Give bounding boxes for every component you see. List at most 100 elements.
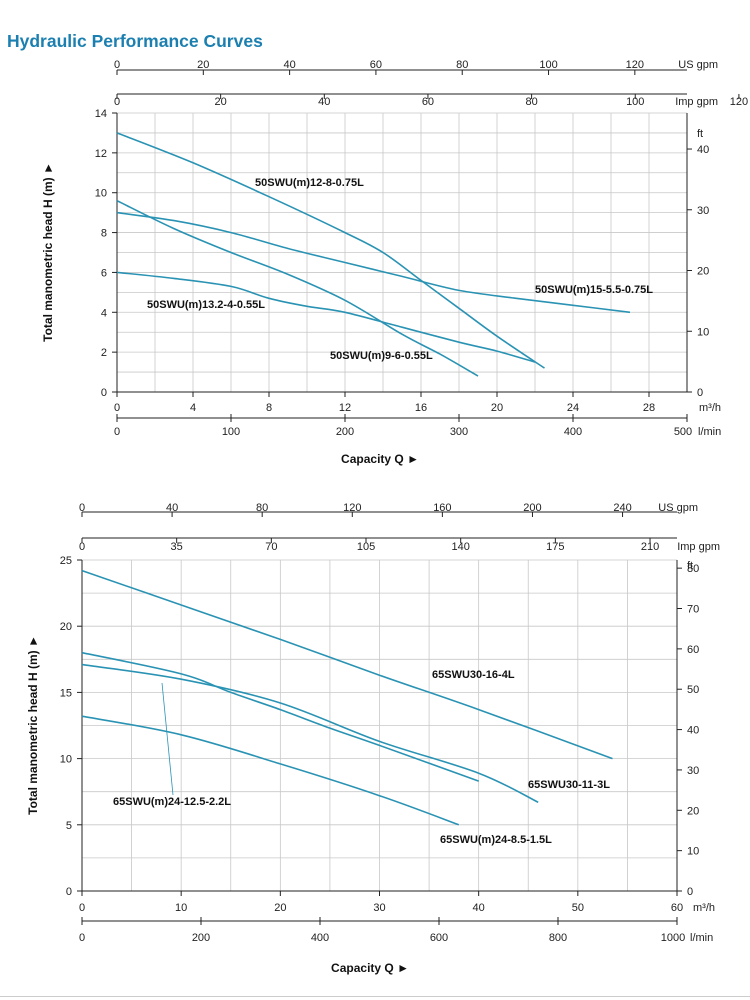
usgpm-tick-label: 240 (613, 502, 631, 514)
usgpm-tick-label: 200 (523, 502, 541, 514)
series-line-2 (116, 211, 631, 314)
usgpm-tick-label: 0 (114, 59, 120, 71)
ft-tick-label: 60 (687, 644, 699, 656)
impgpm-tick-label: 0 (114, 96, 120, 108)
ft-tick-label: 50 (687, 684, 699, 696)
series-line-1 (116, 132, 545, 369)
x-tick-label: 4 (190, 402, 196, 414)
ft-tick-label: 30 (697, 205, 709, 217)
ft-tick-label: 80 (687, 563, 699, 575)
impgpm-tick-label: 120 (730, 96, 748, 108)
impgpm-tick-label: 60 (422, 96, 434, 108)
ft-tick-label: 0 (697, 387, 703, 399)
usgpm-unit-label: US gpm (678, 59, 718, 71)
impgpm-tick-label: 210 (641, 541, 659, 553)
x-unit-label: m³/h (699, 402, 721, 414)
impgpm-tick-label: 40 (318, 96, 330, 108)
y-axis-title: Total manometric head H (m) ► (41, 162, 55, 342)
x-tick-label: 16 (415, 402, 427, 414)
x-tick-label: 50 (572, 902, 584, 914)
lmin-tick-label: 500 (674, 426, 692, 438)
x-unit-label: m³/h (693, 902, 715, 914)
series-label-4: 65SWU(m)24-8.5-1.5L (440, 834, 552, 846)
ft-unit-label: ft (697, 128, 703, 140)
impgpm-tick-label: 100 (626, 96, 644, 108)
ft-tick-label: 40 (687, 725, 699, 737)
usgpm-tick-label: 80 (256, 502, 268, 514)
lmin-tick-label: 1000 (661, 932, 685, 944)
divider (0, 996, 750, 997)
usgpm-tick-label: 160 (433, 502, 451, 514)
impgpm-unit-label: Imp gpm (675, 96, 718, 108)
usgpm-tick-label: 40 (283, 59, 295, 71)
x-tick-label: 0 (79, 902, 85, 914)
y-tick-label: 12 (95, 148, 107, 160)
lmin-tick-label: 400 (564, 426, 582, 438)
lmin-tick-label: 800 (549, 932, 567, 944)
usgpm-tick-label: 20 (197, 59, 209, 71)
series-line-1 (81, 569, 613, 760)
series-label-3: 65SWU(m)24-12.5-2.2L (113, 796, 231, 808)
y-tick-label: 14 (95, 108, 107, 120)
x-tick-label: 8 (266, 402, 272, 414)
y-tick-label: 0 (101, 387, 107, 399)
y-tick-label: 10 (95, 188, 107, 200)
y-tick-label: 20 (60, 621, 72, 633)
y-tick-label: 5 (66, 820, 72, 832)
usgpm-tick-label: 60 (370, 59, 382, 71)
series-label-1: 65SWU30-16-4L (432, 669, 515, 681)
x-tick-label: 40 (473, 902, 485, 914)
x-axis-title: Capacity Q ► (341, 452, 419, 466)
ft-tick-label: 30 (687, 765, 699, 777)
lmin-tick-label: 200 (192, 932, 210, 944)
usgpm-unit-label: US gpm (658, 502, 698, 514)
x-tick-label: 20 (274, 902, 286, 914)
impgpm-tick-label: 20 (215, 96, 227, 108)
series-label-1: 50SWU(m)12-8-0.75L (255, 177, 364, 189)
ft-tick-label: 10 (687, 846, 699, 858)
y-tick-label: 6 (101, 267, 107, 279)
series-line-4 (81, 715, 460, 826)
series-label-3: 50SWU(m)13.2-4-0.55L (147, 299, 265, 311)
y-tick-label: 4 (101, 307, 107, 319)
lmin-unit-label: l/min (698, 426, 721, 438)
impgpm-tick-label: 175 (546, 541, 564, 553)
series-line-4 (116, 271, 536, 363)
ft-tick-label: 20 (697, 266, 709, 278)
usgpm-tick-label: 120 (343, 502, 361, 514)
series-line-2 (81, 663, 539, 804)
y-tick-label: 0 (66, 886, 72, 898)
series-label-4: 50SWU(m)9-6-0.55L (330, 350, 433, 362)
usgpm-tick-label: 120 (626, 59, 644, 71)
y-tick-label: 2 (101, 347, 107, 359)
impgpm-tick-label: 0 (79, 541, 85, 553)
impgpm-tick-label: 140 (452, 541, 470, 553)
lmin-tick-label: 600 (430, 932, 448, 944)
ft-tick-label: 10 (697, 326, 709, 338)
usgpm-tick-label: 80 (456, 59, 468, 71)
impgpm-tick-label: 70 (265, 541, 277, 553)
chart-2 (77, 511, 682, 925)
label-leader-line (161, 682, 174, 796)
ft-unit-label: ft (687, 560, 693, 572)
lmin-tick-label: 400 (311, 932, 329, 944)
x-tick-label: 24 (567, 402, 579, 414)
lmin-tick-label: 300 (450, 426, 468, 438)
lmin-tick-label: 0 (114, 426, 120, 438)
series-label-2: 50SWU(m)15-5.5-0.75L (535, 284, 653, 296)
usgpm-tick-label: 100 (539, 59, 557, 71)
series-label-2: 65SWU30-11-3L (528, 779, 610, 791)
y-tick-label: 25 (60, 555, 72, 567)
usgpm-tick-label: 0 (79, 502, 85, 514)
impgpm-tick-label: 35 (171, 541, 183, 553)
usgpm-tick-label: 40 (166, 502, 178, 514)
lmin-tick-label: 0 (79, 932, 85, 944)
series-line-3 (81, 651, 479, 782)
lmin-unit-label: l/min (690, 932, 713, 944)
x-tick-label: 0 (114, 402, 120, 414)
page-title: Hydraulic Performance Curves (7, 31, 263, 51)
lmin-tick-label: 100 (222, 426, 240, 438)
impgpm-tick-label: 80 (525, 96, 537, 108)
x-tick-label: 30 (373, 902, 385, 914)
